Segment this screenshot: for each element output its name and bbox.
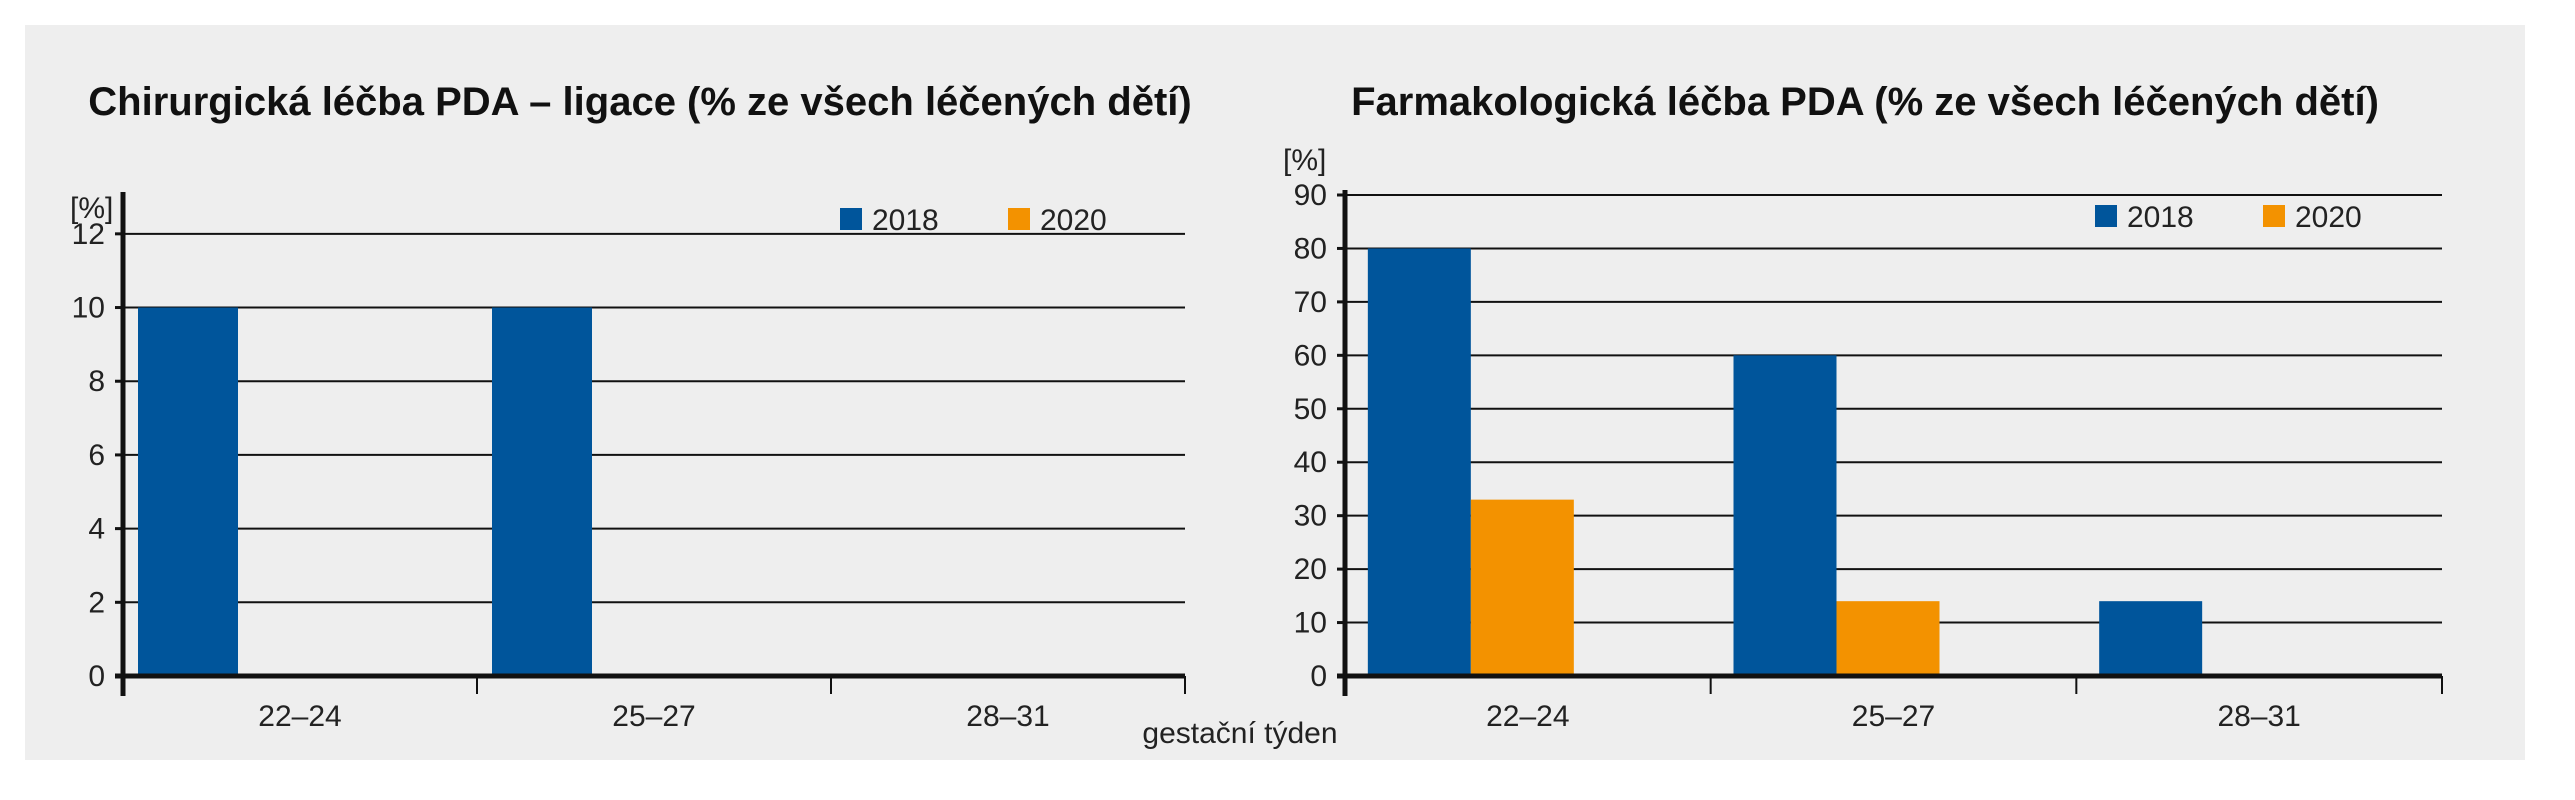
chart1-bars — [138, 307, 592, 676]
chart1-x-tick-label: 25–27 — [612, 700, 695, 733]
chart2-y-tick-label: 0 — [1310, 660, 1327, 693]
chart2-ylabel: [%] — [1283, 144, 1326, 177]
chart1-y-tick-label: 0 — [88, 660, 105, 693]
chart2-legend-swatch-2020 — [2263, 205, 2285, 227]
chart2-y-ticks: 0 10 20 30 40 50 60 70 80 90 — [1294, 179, 1345, 693]
chart2-bar-2018-2 — [1733, 355, 1837, 676]
chart1-x-ticks: 22–24 25–27 28–31 — [115, 673, 1186, 733]
chart1-bar-2018-1 — [138, 307, 238, 676]
chart2-y-tick-label: 80 — [1294, 232, 1327, 265]
chart2-legend: 2018 2020 — [2095, 201, 2362, 234]
chart1-legend-swatch-2018 — [840, 208, 862, 230]
chart2-y-tick-label: 20 — [1294, 553, 1327, 586]
chart2-x-tick-label: 28–31 — [2217, 700, 2300, 733]
chart1-gridlines — [120, 192, 1185, 696]
chart1-bar-2018-2 — [492, 307, 592, 676]
chart1-y-tick-label: 6 — [88, 439, 105, 472]
chart2-bar-2018-1 — [1367, 248, 1471, 676]
chart2-x-ticks: 22–24 25–27 28–31 — [1337, 673, 2443, 733]
chart2-bars — [1367, 248, 2203, 676]
chart2-y-tick-label: 70 — [1294, 286, 1327, 319]
chart1-y-tick-label: 4 — [88, 513, 105, 546]
chart2-legend-label-2020: 2020 — [2295, 201, 2362, 234]
chart1-y-tick-label: 8 — [88, 365, 105, 398]
chart1-title: Chirurgická léčba PDA – ligace (% ze vše… — [88, 80, 1191, 124]
chart2-y-tick-label: 10 — [1294, 607, 1327, 640]
x-axis-label: gestační týden — [1142, 717, 1337, 750]
chart2-bar-2020-1 — [1470, 499, 1574, 676]
chart2-y-tick-label: 90 — [1294, 179, 1327, 212]
chart2-legend-label-2018: 2018 — [2127, 201, 2194, 234]
chart1-ylabel: [%] — [70, 192, 113, 225]
chart2-bar-2020-2 — [1836, 601, 1940, 676]
chart2-y-tick-label: 50 — [1294, 393, 1327, 426]
chart2-y-tick-label: 60 — [1294, 339, 1327, 372]
chart2-x-tick-label: 25–27 — [1852, 700, 1935, 733]
chart2-legend-swatch-2018 — [2095, 205, 2117, 227]
chart1-y-tick-label: 10 — [72, 292, 105, 325]
chart1-legend-label-2020: 2020 — [1040, 204, 1107, 237]
chart1-legend-label-2018: 2018 — [872, 204, 939, 237]
chart1-y-ticks: 0 2 4 6 8 10 12 — [72, 218, 123, 693]
chart2-bar-2018-3 — [2099, 601, 2203, 676]
chart1-x-tick-label: 28–31 — [966, 700, 1049, 733]
chart2-title: Farmakologická léčba PDA (% ze všech léč… — [1351, 80, 2379, 124]
chart2-y-tick-label: 30 — [1294, 500, 1327, 533]
chart1-y-tick-label: 12 — [72, 218, 105, 251]
chart2-x-tick-label: 22–24 — [1486, 700, 1569, 733]
chart1-legend-swatch-2020 — [1008, 208, 1030, 230]
chart1-x-tick-label: 22–24 — [258, 700, 341, 733]
chart1-y-tick-label: 2 — [88, 586, 105, 619]
chart1-legend: 2018 2020 — [840, 204, 1107, 237]
chart2-y-tick-label: 40 — [1294, 446, 1327, 479]
